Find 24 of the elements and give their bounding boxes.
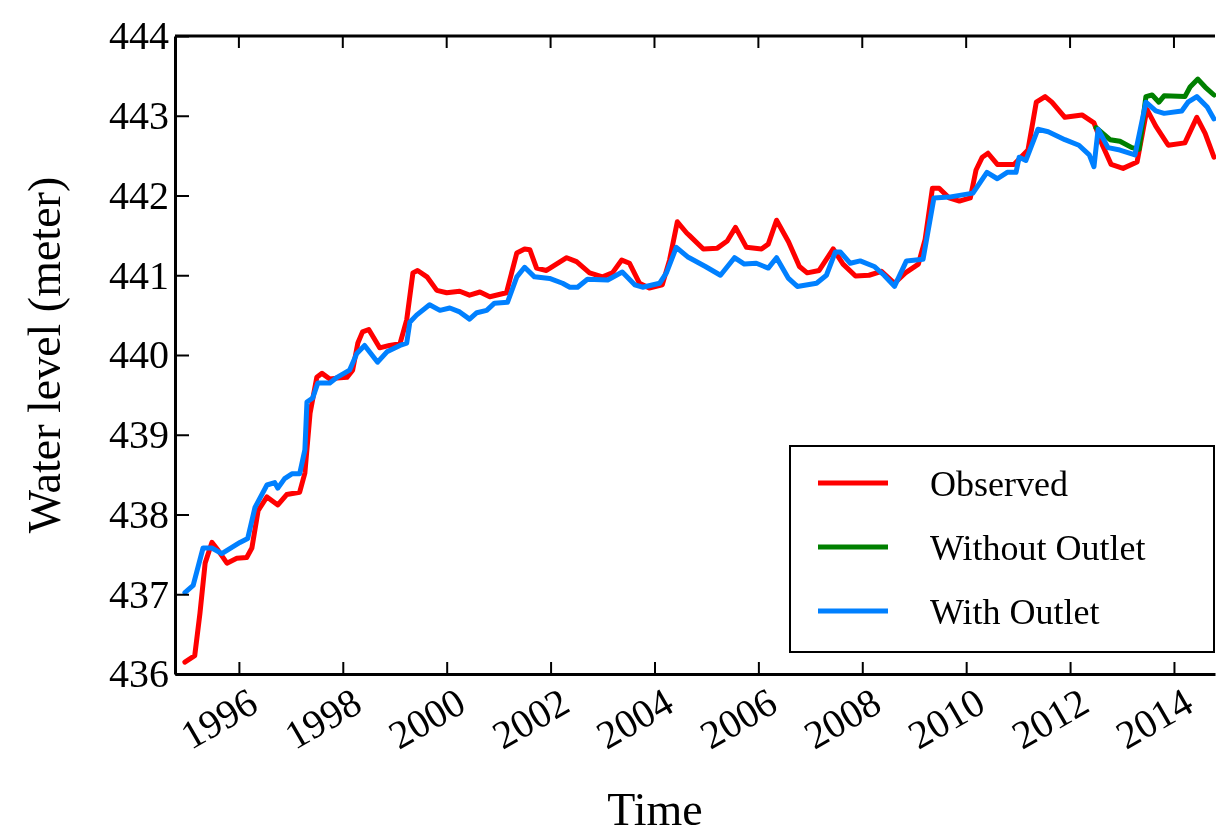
x-tick-label: 2012	[1004, 679, 1097, 759]
x-axis-title: Time	[607, 784, 703, 834]
x-tick-label: 1998	[277, 679, 369, 759]
x-tick-label: 2004	[588, 679, 681, 759]
y-tick-label: 437	[109, 571, 169, 617]
y-tick-label: 443	[109, 93, 169, 139]
x-tick-label: 2008	[796, 679, 889, 759]
x-tick-label: 2010	[900, 679, 993, 759]
y-tick-label: 436	[109, 651, 169, 697]
x-tick-label: 2000	[380, 679, 473, 759]
y-tick-label: 440	[109, 332, 169, 378]
y-tick-label: 439	[109, 412, 169, 458]
y-tick-label: 442	[109, 172, 169, 218]
x-tick-label: 2002	[484, 679, 577, 759]
x-tick-label: 2014	[1108, 679, 1200, 759]
legend-label: Observed	[930, 463, 1068, 504]
y-tick-label: 444	[109, 13, 169, 59]
y-tick-label: 441	[109, 252, 169, 298]
legend-label: With Outlet	[930, 591, 1100, 632]
x-tick-label: 1996	[173, 679, 265, 759]
legend-label: Without Outlet	[930, 527, 1146, 568]
y-tick-label: 438	[109, 491, 169, 537]
x-tick-label: 2006	[692, 679, 785, 759]
y-axis-title: Water level (meter)	[19, 176, 70, 534]
